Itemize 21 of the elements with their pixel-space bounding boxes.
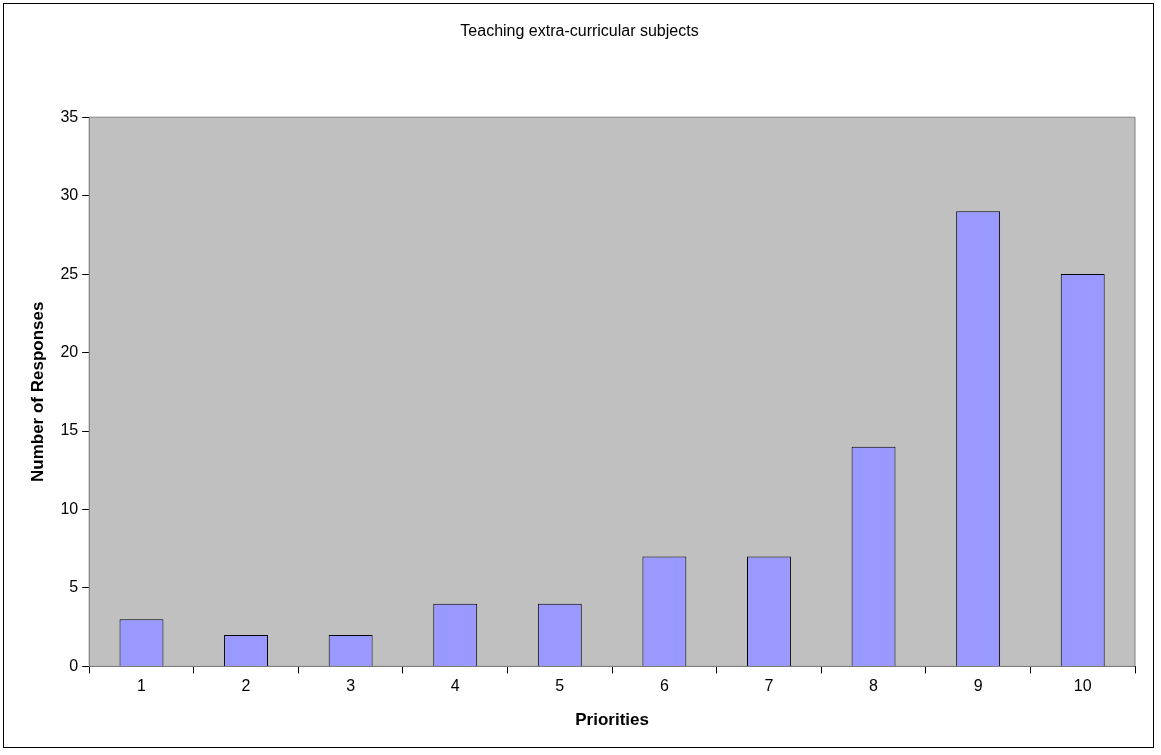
x-tick-label: 2 [241,677,251,695]
y-tick-label: 25 [60,264,79,282]
x-tick-label: 4 [450,677,460,695]
y-tick-label: 0 [69,656,79,674]
x-tick-label: 5 [555,677,565,695]
x-tick-label: 1 [137,677,147,695]
x-tick-label: 7 [764,677,774,695]
x-tick-label: 10 [1073,677,1092,695]
chart-title: Teaching extra-curricular subjects [460,22,699,40]
x-tick-label: 9 [973,677,983,695]
y-tick-label: 35 [60,107,79,125]
x-tick-label: 8 [869,677,879,695]
y-tick-label: 10 [60,499,79,517]
y-tick-label: 30 [60,186,79,204]
y-axis-title: Number of Responses [27,301,47,483]
y-tick-label: 5 [69,578,79,596]
y-tick-label: 15 [60,421,79,439]
x-axis-title: Priorities [575,710,649,730]
y-tick-label: 20 [60,342,79,360]
x-tick-label: 3 [346,677,356,695]
x-tick-label: 6 [659,677,669,695]
